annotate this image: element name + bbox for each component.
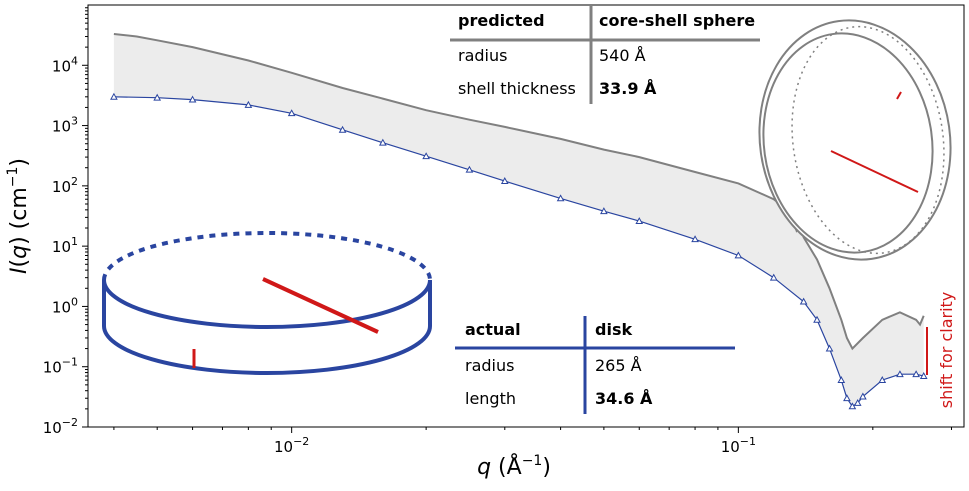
y-tick-label: 100 xyxy=(52,295,78,316)
y-tick-label: 101 xyxy=(52,235,78,256)
predicted-table: predicted core-shell sphere radius 540 Å… xyxy=(450,6,760,104)
y-tick-label: 10−2 xyxy=(43,416,78,437)
actual-header-shape: disk xyxy=(595,320,632,339)
shift-annotation: shift for clarity xyxy=(937,292,956,409)
disk-radius-line xyxy=(262,277,379,334)
actual-point-marker xyxy=(153,93,162,101)
actual-point-marker xyxy=(799,297,808,305)
actual-point-marker xyxy=(896,370,904,378)
predicted-row-shell-label: shell thickness xyxy=(458,79,576,98)
actual-point-marker xyxy=(110,92,118,100)
actual-point-marker xyxy=(837,376,846,383)
predicted-header-shape: core-shell sphere xyxy=(599,11,755,30)
actual-point-marker xyxy=(853,398,862,406)
sphere-illustration xyxy=(758,19,952,261)
actual-point-marker xyxy=(878,376,887,383)
actual-point-marker xyxy=(188,95,197,103)
actual-point-marker xyxy=(912,370,920,378)
predicted-row-radius-label: radius xyxy=(458,46,507,65)
actual-curve xyxy=(113,96,924,408)
disk-bottom-rim xyxy=(102,325,432,375)
actual-table: actual disk radius 265 Å length 34.6 Å xyxy=(455,316,735,414)
actual-point-marker xyxy=(465,165,474,173)
actual-point-marker xyxy=(769,273,778,281)
disk-illustration xyxy=(102,231,432,375)
actual-point-marker xyxy=(734,251,743,259)
predicted-curve xyxy=(113,33,925,351)
actual-point-marker xyxy=(843,394,851,402)
axis-ticks: 10−2 10−1 10−2 10−1 100 101 102 103 104 xyxy=(43,7,952,456)
disk-front-rim xyxy=(102,279,432,329)
disk-back-rim xyxy=(102,231,432,281)
actual-point-marker xyxy=(825,344,834,352)
actual-point-marker xyxy=(422,152,430,160)
actual-point-marker xyxy=(691,235,699,243)
y-tick-label: 104 xyxy=(52,54,78,75)
actual-point-marker xyxy=(378,138,387,146)
actual-point-marker xyxy=(919,372,928,379)
actual-point-marker xyxy=(556,194,565,202)
shift-band xyxy=(113,34,924,407)
actual-point-marker xyxy=(859,392,867,400)
actual-row-length-value: 34.6 Å xyxy=(595,389,653,408)
actual-point-marker xyxy=(287,109,296,117)
sphere-shell-line xyxy=(896,91,902,100)
actual-row-length-label: length xyxy=(465,389,516,408)
actual-point-marker xyxy=(244,100,253,108)
actual-point-marker xyxy=(635,217,644,225)
actual-point-marker xyxy=(500,177,509,184)
actual-row-radius-value: 265 Å xyxy=(595,356,642,375)
y-tick-label: 10−1 xyxy=(43,356,78,377)
x-tick-label: 10−1 xyxy=(721,435,756,456)
predicted-row-shell-value: 33.9 Å xyxy=(599,79,657,98)
sphere-radius-line xyxy=(830,150,919,193)
x-tick-label: 10−2 xyxy=(274,435,309,456)
actual-point-marker xyxy=(600,207,608,215)
actual-series xyxy=(110,92,928,410)
y-tick-label: 102 xyxy=(52,175,78,196)
y-tick-label: 103 xyxy=(52,115,78,136)
actual-row-radius-label: radius xyxy=(465,356,514,375)
actual-point-marker xyxy=(813,315,821,323)
actual-header-label: actual xyxy=(465,320,521,339)
predicted-row-radius-value: 540 Å xyxy=(599,46,646,65)
y-axis-label: I(q) (cm−1) xyxy=(5,158,32,274)
x-axis-label: q (Å−1) xyxy=(477,453,551,480)
plot-frame xyxy=(87,4,965,428)
sphere-inner-shell xyxy=(762,32,934,254)
actual-point-marker xyxy=(848,402,857,410)
predicted-header-label: predicted xyxy=(458,11,545,30)
sphere-outer-shell xyxy=(758,19,952,261)
predicted-series xyxy=(113,33,925,351)
actual-point-marker xyxy=(338,125,347,133)
